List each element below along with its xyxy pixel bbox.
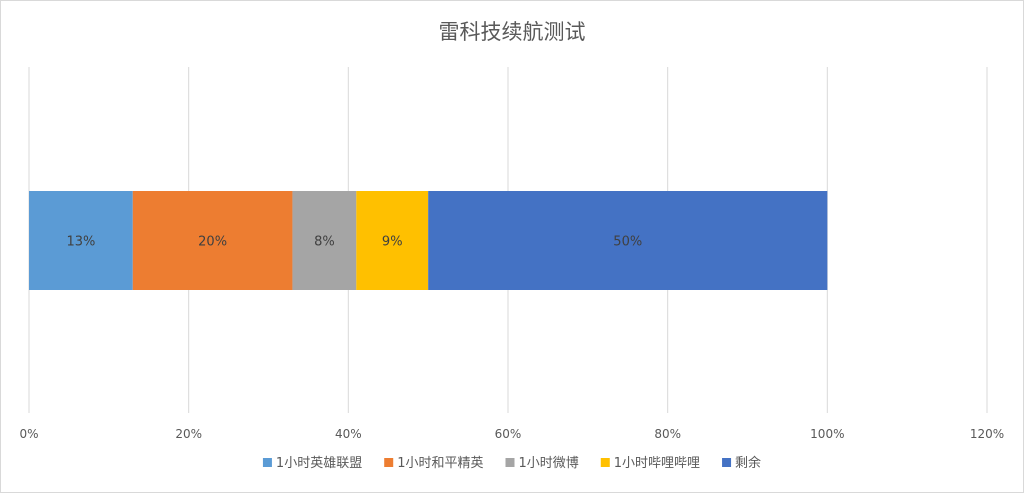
x-tick-label: 100% — [810, 427, 844, 441]
chart-title: 雷科技续航测试 — [439, 20, 586, 44]
legend-label: 剩余 — [735, 455, 761, 471]
x-tick-label: 80% — [654, 427, 681, 441]
legend-item: 剩余 — [722, 455, 761, 471]
data-label: 13% — [66, 235, 95, 250]
legend-swatch — [384, 458, 394, 467]
x-tick-label: 20% — [175, 427, 202, 441]
x-tick-label: 120% — [970, 427, 1004, 441]
bar-segment — [356, 191, 429, 290]
bar-series: 13% 20% 8% 9% 50% — [29, 191, 828, 290]
legend-label: 1小时和平精英 — [397, 456, 483, 471]
x-axis-tick-labels: 0% 20% 40% 60% 80% 100% 120% — [19, 427, 1004, 441]
data-label: 9% — [382, 235, 403, 250]
legend-label: 1小时微博 — [518, 456, 578, 471]
legend-label: 1小时哔哩哔哩 — [614, 456, 700, 471]
legend-swatch — [505, 458, 515, 467]
legend-swatch — [722, 458, 732, 467]
x-tick-label: 60% — [495, 427, 522, 441]
data-label: 20% — [198, 235, 227, 250]
legend-item: 1小时哔哩哔哩 — [600, 456, 700, 471]
legend: 1小时英雄联盟 1小时和平精英 1小时微博 1小时哔哩哔哩 剩余 — [262, 455, 761, 471]
legend-swatch — [600, 458, 610, 467]
bar-segment — [292, 191, 357, 290]
data-label: 8% — [314, 235, 335, 250]
legend-label: 1小时英雄联盟 — [276, 456, 362, 471]
legend-item: 1小时微博 — [505, 456, 579, 471]
legend-item: 1小时英雄联盟 — [262, 456, 362, 471]
bar-segment — [132, 191, 293, 290]
bar-segment — [29, 191, 133, 290]
legend-swatch — [262, 458, 272, 467]
data-label: 50% — [613, 235, 642, 250]
legend-item: 1小时和平精英 — [384, 456, 483, 471]
x-tick-label: 0% — [19, 427, 38, 441]
x-tick-label: 40% — [335, 427, 362, 441]
bar-segment — [428, 191, 828, 290]
